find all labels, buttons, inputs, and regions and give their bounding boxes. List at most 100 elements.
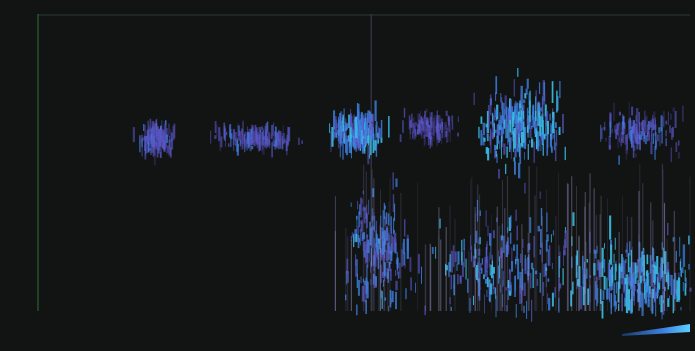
heatmap-cell xyxy=(562,268,564,286)
heatmap-cell xyxy=(636,108,639,124)
heatmap-cell xyxy=(639,291,642,308)
heatmap-cell xyxy=(301,140,303,144)
heatmap-cell xyxy=(503,143,506,155)
heatmap-cell xyxy=(162,131,165,148)
heatmap-cell xyxy=(440,130,443,144)
heatmap-cell xyxy=(515,256,517,269)
streak xyxy=(626,216,628,311)
heatmap-cell xyxy=(372,273,375,285)
heatmap-cell xyxy=(532,268,534,288)
heatmap-cell xyxy=(367,145,370,165)
heatmap-cell xyxy=(345,137,346,153)
heatmap-cell xyxy=(367,239,370,254)
heatmap-cell xyxy=(476,210,479,216)
heatmap-cell xyxy=(631,276,633,300)
heatmap-cell xyxy=(439,133,441,141)
heatmap-cell xyxy=(523,305,525,313)
heatmap-cell xyxy=(689,287,692,292)
heatmap-cell xyxy=(660,263,662,279)
heatmap-cell xyxy=(620,131,622,147)
heatmap-cell xyxy=(688,264,690,270)
heatmap-cell xyxy=(634,262,637,273)
heatmap-cell xyxy=(656,274,658,281)
heatmap-cell xyxy=(495,92,497,101)
heatmap-cell xyxy=(647,297,650,301)
heatmap-cell xyxy=(422,121,425,131)
heatmap-cell xyxy=(371,228,374,248)
heatmap-cell xyxy=(355,234,358,243)
streak xyxy=(600,195,602,311)
heatmap-cell xyxy=(356,273,358,288)
streak xyxy=(555,216,557,311)
heatmap-cell xyxy=(517,258,520,280)
heatmap-cell xyxy=(529,140,531,144)
streak xyxy=(370,14,373,311)
heatmap-cell xyxy=(677,277,681,301)
heatmap-cell xyxy=(360,197,363,218)
heatmap-cell xyxy=(548,245,551,266)
heatmap-cell xyxy=(618,122,620,141)
heatmap-cell xyxy=(439,124,441,130)
streak xyxy=(365,171,367,311)
heatmap-cell xyxy=(549,113,551,121)
streak xyxy=(400,192,402,311)
heatmap-cell xyxy=(521,254,523,267)
heatmap-cell xyxy=(509,232,512,244)
heatmap-cell xyxy=(439,115,441,124)
streak xyxy=(585,241,587,311)
heatmap-cell xyxy=(546,212,548,232)
heatmap-cell xyxy=(358,119,361,132)
streak xyxy=(558,245,560,311)
heatmap-cell xyxy=(614,237,616,250)
heatmap-cell xyxy=(172,125,175,141)
heatmap-cell xyxy=(375,230,377,247)
heatmap-cell xyxy=(251,124,254,134)
heatmap-cell xyxy=(340,117,341,133)
heatmap-cell xyxy=(362,207,365,212)
heatmap-cell xyxy=(370,128,373,135)
heatmap-cell xyxy=(340,111,343,130)
heatmap-cell xyxy=(479,237,481,245)
heatmap-cell xyxy=(467,278,469,293)
heatmap-cell xyxy=(144,135,146,151)
heatmap-cell xyxy=(418,125,421,134)
heatmap-cell xyxy=(524,182,526,194)
heatmap-cell xyxy=(680,268,682,278)
heatmap-cell xyxy=(425,108,428,113)
heatmap-cell xyxy=(362,190,364,195)
heatmap-cell xyxy=(511,106,514,117)
heatmap-cell xyxy=(390,250,393,261)
heatmap-cell xyxy=(607,288,610,300)
heatmap-cell xyxy=(518,120,521,138)
heatmap-cell xyxy=(656,256,659,275)
heatmap-cell xyxy=(629,281,632,290)
heatmap-cell xyxy=(606,288,609,300)
streak xyxy=(334,196,336,311)
heatmap-cell xyxy=(341,124,343,144)
heatmap-cell xyxy=(363,206,366,224)
heatmap-cell xyxy=(402,120,404,133)
heatmap-cell xyxy=(298,137,300,145)
heatmap-cell xyxy=(682,244,686,267)
heatmap-cell xyxy=(382,240,384,255)
heatmap-cell xyxy=(445,131,448,137)
heatmap-cell xyxy=(385,249,387,261)
heatmap-cell xyxy=(480,267,483,274)
heatmap-cell xyxy=(582,255,584,270)
streak xyxy=(666,239,668,311)
heatmap-cell xyxy=(357,235,360,249)
heatmap-cell xyxy=(494,144,496,151)
heatmap-cell xyxy=(474,248,477,259)
heatmap-cell xyxy=(679,261,681,270)
heatmap-cell xyxy=(347,271,349,283)
heatmap-cell xyxy=(534,270,538,275)
heatmap-cell xyxy=(381,291,383,309)
heatmap-cell xyxy=(386,242,389,263)
heatmap-cell xyxy=(143,124,145,131)
streak xyxy=(445,227,447,311)
heatmap-cell xyxy=(350,202,352,207)
heatmap-cell xyxy=(508,217,511,231)
heatmap-cell xyxy=(329,123,331,133)
heatmap-cell xyxy=(371,115,373,134)
heatmap-cell xyxy=(357,126,359,144)
